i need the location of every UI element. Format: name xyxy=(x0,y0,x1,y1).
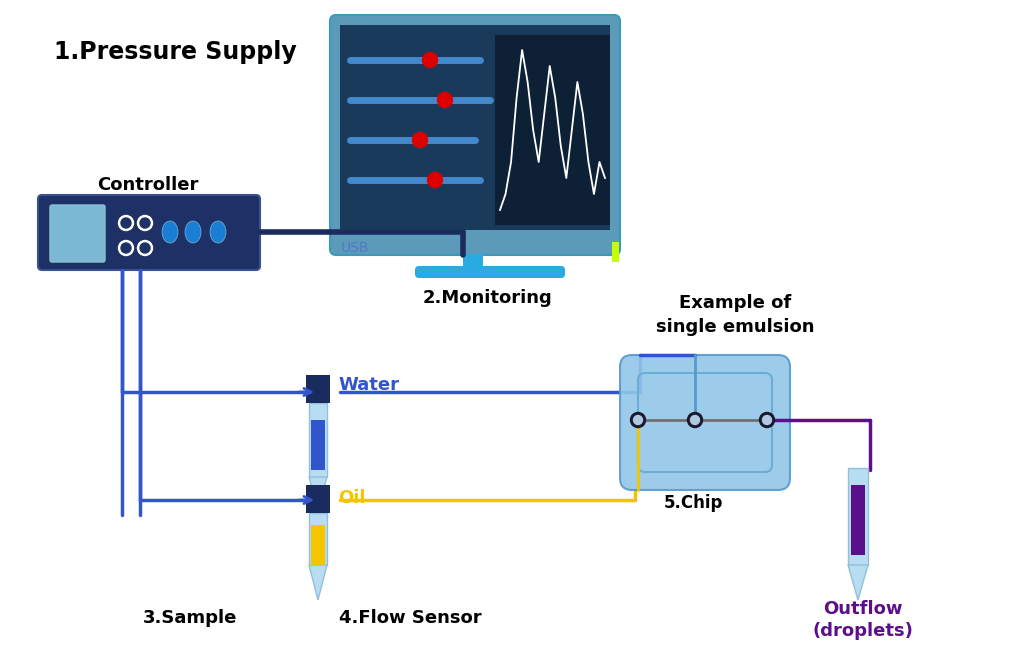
FancyBboxPatch shape xyxy=(620,355,790,490)
Ellipse shape xyxy=(162,221,178,243)
Text: 3.Sample: 3.Sample xyxy=(142,609,238,627)
Circle shape xyxy=(140,218,150,228)
Text: Controller: Controller xyxy=(97,176,199,194)
Bar xyxy=(311,525,325,565)
Circle shape xyxy=(427,172,442,187)
Circle shape xyxy=(119,240,133,255)
FancyBboxPatch shape xyxy=(38,195,260,270)
Text: Water: Water xyxy=(338,376,399,394)
FancyBboxPatch shape xyxy=(415,266,565,278)
Bar xyxy=(309,403,327,477)
Circle shape xyxy=(763,415,771,424)
Circle shape xyxy=(687,413,702,428)
Polygon shape xyxy=(309,477,327,510)
Bar xyxy=(306,485,330,513)
Text: Outflow
(droplets): Outflow (droplets) xyxy=(813,600,913,640)
Bar xyxy=(340,25,610,230)
Circle shape xyxy=(760,413,774,428)
Bar xyxy=(463,254,483,268)
FancyBboxPatch shape xyxy=(330,15,620,255)
Circle shape xyxy=(119,216,133,231)
Circle shape xyxy=(137,240,153,255)
Polygon shape xyxy=(848,565,868,600)
FancyBboxPatch shape xyxy=(50,205,105,262)
Text: Oil: Oil xyxy=(338,489,366,507)
Text: 2.Monitoring: 2.Monitoring xyxy=(422,289,552,307)
Polygon shape xyxy=(309,565,327,600)
Bar xyxy=(311,420,325,470)
Circle shape xyxy=(631,413,645,428)
Circle shape xyxy=(121,243,131,253)
Circle shape xyxy=(634,415,642,424)
Text: USB: USB xyxy=(341,241,370,255)
Ellipse shape xyxy=(210,221,226,243)
Bar xyxy=(306,375,330,403)
Circle shape xyxy=(140,243,150,253)
Bar xyxy=(848,468,868,565)
Circle shape xyxy=(423,52,437,67)
Circle shape xyxy=(690,415,699,424)
Bar xyxy=(495,35,610,225)
Circle shape xyxy=(413,132,427,148)
Text: Example of
single emulsion: Example of single emulsion xyxy=(655,294,814,336)
Circle shape xyxy=(121,218,131,228)
Bar xyxy=(309,513,327,565)
Circle shape xyxy=(137,216,153,231)
Text: 5.Chip: 5.Chip xyxy=(664,494,723,512)
Ellipse shape xyxy=(185,221,201,243)
Bar xyxy=(612,242,618,262)
Text: 1.Pressure Supply: 1.Pressure Supply xyxy=(53,40,296,64)
Text: 4.Flow Sensor: 4.Flow Sensor xyxy=(339,609,481,627)
Circle shape xyxy=(437,93,453,108)
Bar xyxy=(851,485,865,555)
